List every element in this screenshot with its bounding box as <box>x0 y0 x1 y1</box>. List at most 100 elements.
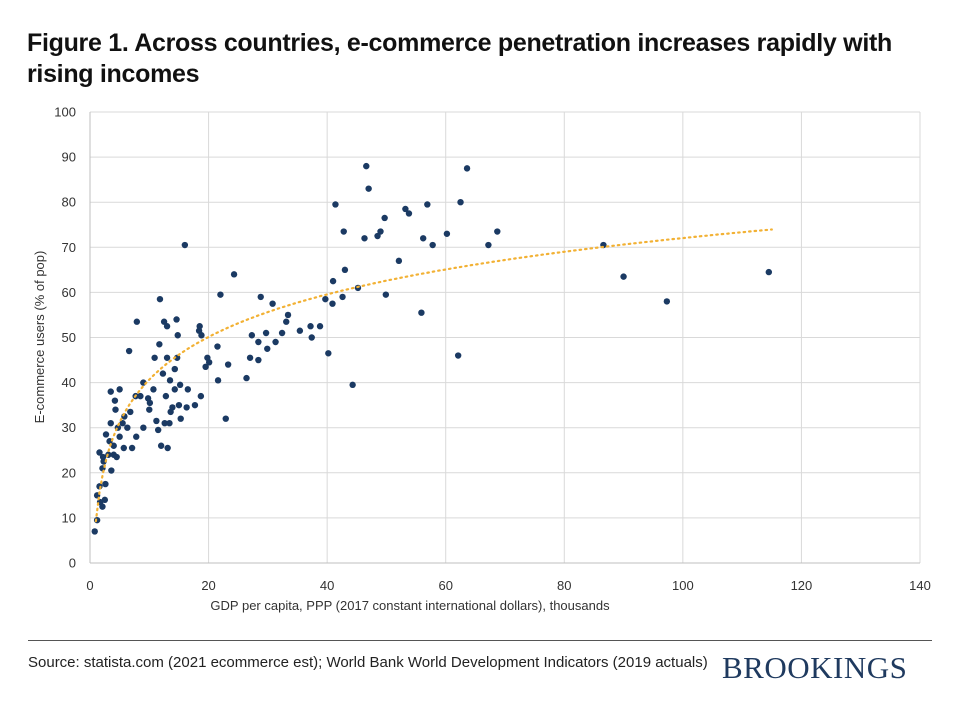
data-point <box>173 354 181 361</box>
data-point <box>382 291 390 298</box>
data-point <box>340 228 347 235</box>
x-tick-label: 120 <box>791 578 813 593</box>
data-point <box>133 318 141 325</box>
data-point <box>214 377 222 384</box>
footer-divider <box>28 640 932 641</box>
scatter-chart: 0 10 20 30 40 50 60 70 80 90 100 0 20 40 60 80 100 120 14… <box>32 105 931 614</box>
data-point <box>278 329 286 337</box>
data-point <box>361 235 368 242</box>
data-point <box>494 228 501 235</box>
data-point <box>262 329 270 337</box>
data-point <box>214 343 221 350</box>
data-point <box>157 442 165 449</box>
data-point <box>150 386 157 393</box>
data-point <box>99 503 106 510</box>
data-point <box>124 424 131 431</box>
data-point <box>133 433 140 440</box>
data-point <box>177 415 184 422</box>
x-tick-label: 0 <box>86 578 93 593</box>
data-point <box>106 438 113 445</box>
y-tick-label: 80 <box>62 195 76 210</box>
data-point <box>120 444 127 452</box>
y-tick-label: 90 <box>62 150 76 165</box>
data-point <box>169 404 176 411</box>
data-point <box>443 230 451 237</box>
data-point <box>272 338 279 346</box>
data-point <box>108 467 115 474</box>
data-point <box>91 528 98 535</box>
data-point <box>146 399 154 407</box>
y-tick-label: 60 <box>62 285 76 300</box>
data-point <box>181 241 189 249</box>
data-point <box>246 354 254 361</box>
data-point <box>377 228 384 235</box>
data-point <box>365 185 372 192</box>
y-tick-label: 0 <box>69 556 76 571</box>
data-point <box>184 386 192 393</box>
data-point <box>248 332 256 339</box>
data-point <box>153 417 160 425</box>
y-tick-label: 50 <box>62 330 76 345</box>
x-tick-labels: 0 20 40 60 80 100 120 140 <box>86 578 930 593</box>
y-tick-label: 10 <box>62 510 76 525</box>
data-point <box>341 266 349 274</box>
data-point <box>322 295 329 303</box>
data-point <box>173 316 180 323</box>
data-point <box>161 419 168 427</box>
data-point <box>205 359 213 366</box>
data-point <box>125 347 133 355</box>
data-point <box>154 426 162 434</box>
data-point <box>329 277 337 285</box>
data-point <box>217 291 224 298</box>
data-point <box>395 257 403 265</box>
data-point <box>332 201 339 208</box>
y-tick-label: 20 <box>62 465 76 480</box>
data-point <box>164 444 171 452</box>
data-point <box>107 388 114 395</box>
data-point <box>171 365 178 373</box>
data-point <box>222 415 229 422</box>
data-point <box>107 419 114 427</box>
data-point <box>284 311 292 319</box>
x-tick-label: 20 <box>201 578 215 593</box>
data-point <box>339 293 346 301</box>
axes <box>89 112 920 564</box>
y-tick-label: 30 <box>62 420 76 435</box>
source-note: Source: statista.com (2021 ecommerce est… <box>28 654 708 671</box>
data-point <box>349 381 356 389</box>
data-point <box>374 232 381 240</box>
data-point <box>110 442 117 449</box>
data-point <box>175 401 183 409</box>
x-tick-label: 100 <box>672 578 694 593</box>
data-point <box>111 397 119 404</box>
data-point <box>183 404 190 411</box>
data-point <box>101 496 109 504</box>
x-tick-label: 80 <box>557 578 571 593</box>
data-point <box>197 392 205 400</box>
data-point <box>325 350 332 357</box>
data-point <box>159 370 167 377</box>
data-point <box>620 273 627 280</box>
data-point <box>463 165 471 172</box>
data-point <box>269 300 276 307</box>
data-point <box>429 241 436 249</box>
data-point <box>112 406 119 413</box>
data-point <box>283 318 290 325</box>
data-point <box>163 354 171 361</box>
data-point <box>381 214 388 222</box>
data-point <box>113 453 120 461</box>
gridlines <box>90 111 921 563</box>
data-point <box>198 332 205 339</box>
data-point <box>96 449 103 456</box>
y-tick-label: 100 <box>54 105 76 120</box>
data-point <box>156 295 164 303</box>
chart-title: Figure 1. Across countries, e-commerce p… <box>27 29 892 88</box>
data-point <box>257 293 264 301</box>
data-point <box>119 419 126 427</box>
data-point <box>202 363 209 371</box>
data-point <box>230 271 238 278</box>
data-point <box>127 408 134 416</box>
data-point <box>146 406 153 413</box>
data-point <box>196 323 203 330</box>
data-point <box>296 327 304 334</box>
